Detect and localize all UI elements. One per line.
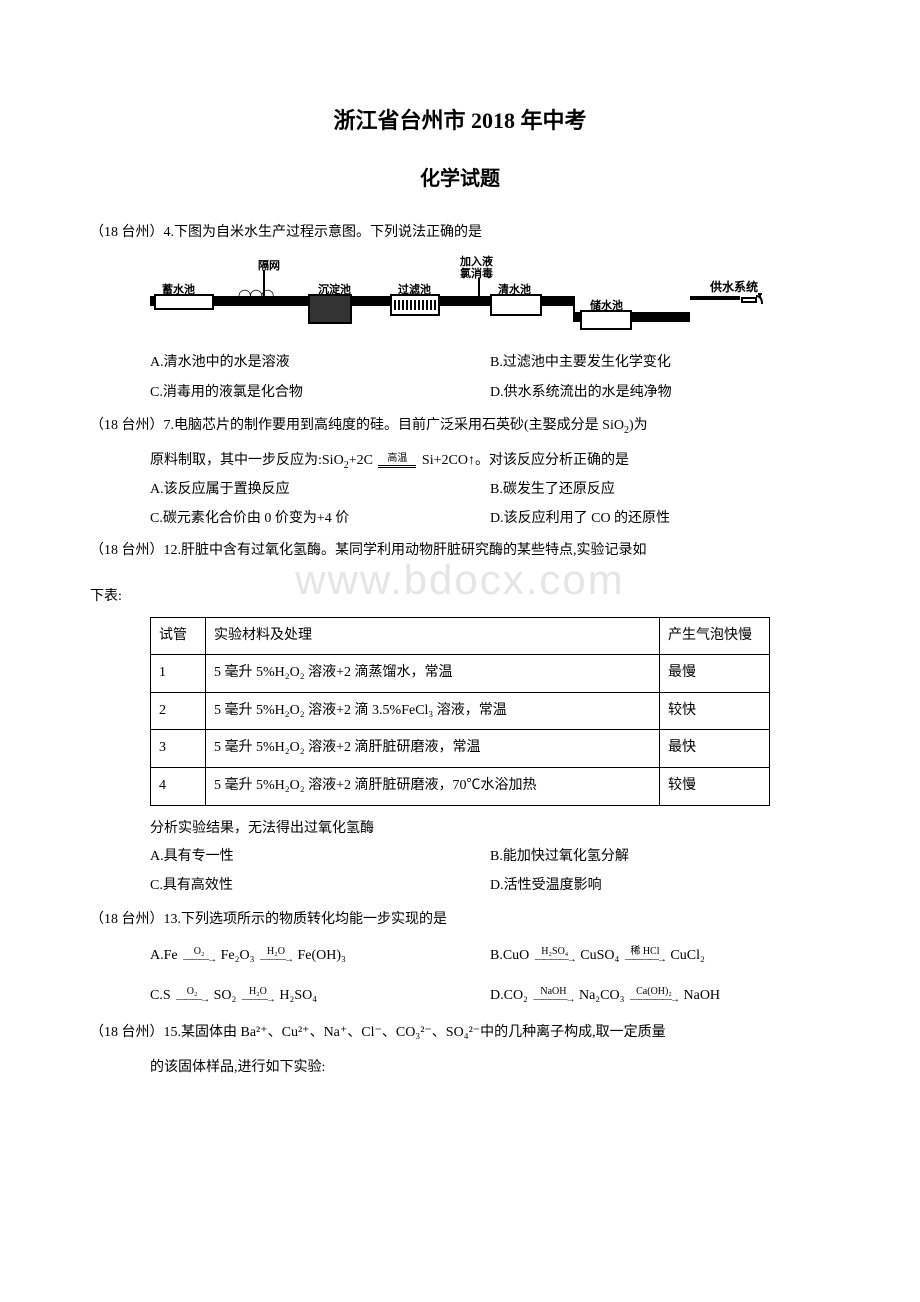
cell: 较慢 (660, 767, 770, 805)
q12-opt-c: C.具有高效性 (150, 871, 490, 900)
rxn-species: Fe(OH)₃ (298, 948, 346, 963)
cell: 最快 (660, 730, 770, 768)
rxn-species: B.CuO (490, 948, 529, 963)
th-bubble: 产生气泡快慢 (660, 617, 770, 655)
cell: 1 (151, 655, 206, 693)
rxn-arrow: H₂O———→ (242, 987, 274, 1005)
q7-s2b: +2C (349, 453, 373, 468)
q12-options: A.具有专一性 B.能加快过氧化氢分解 C.具有高效性 D.活性受温度影响 (90, 842, 830, 901)
rxn-species: Na₂CO₃ (579, 988, 625, 1003)
th-material: 实验材料及处理 (206, 617, 660, 655)
rxn-arrow: O₂———→ (183, 947, 215, 965)
cell: 4 (151, 767, 206, 805)
q12-opt-b: B.能加快过氧化氢分解 (490, 842, 830, 871)
rxn-species: A.Fe (150, 948, 178, 963)
q4-options: A.清水池中的水是溶液 B.过滤池中主要发生化学变化 C.消毒用的液氯是化合物 … (90, 348, 830, 407)
q7-stem-line1: （18 台州）7.电脑芯片的制作要用到高纯度的硅。目前广泛采用石英砂(主娶成分是… (90, 413, 830, 440)
reaction-condition: 高温 (378, 454, 416, 468)
title-main: 浙江省台州市 2018 年中考 (90, 100, 830, 142)
rxn-species: CuCl₂ (670, 948, 704, 963)
q7-s2c: Si+2CO↑。对该反应分析正确的是 (422, 453, 629, 468)
cell: 较快 (660, 692, 770, 730)
rxn-arrow: H₂O———→ (260, 947, 292, 965)
q7-opt-a: A.该反应属于置换反应 (150, 475, 490, 504)
title-sub: 化学试题 (90, 160, 830, 198)
lbl-grid: 隔网 (258, 256, 280, 277)
cell: 5 毫升 5%H₂O₂ 溶液+2 滴肝脏研磨液，70℃水浴加热 (206, 767, 660, 805)
table-row: 2 5 毫升 5%H₂O₂ 溶液+2 滴 3.5%FeCl₃ 溶液，常温 较快 (151, 692, 770, 730)
rxn-species: D.CO₂ (490, 988, 528, 1003)
faucet-icon (740, 292, 766, 310)
cell: 5 毫升 5%H₂O₂ 溶液+2 滴 3.5%FeCl₃ 溶液，常温 (206, 692, 660, 730)
q4-opt-a: A.清水池中的水是溶液 (150, 348, 490, 377)
rxn-species: Fe₂O₃ (221, 948, 255, 963)
q7-opt-d: D.该反应利用了 CO 的还原性 (490, 504, 830, 533)
cell: 最慢 (660, 655, 770, 693)
rxn-species: H₂SO₄ (279, 988, 317, 1003)
q13-opt-d: D.CO₂ NaOH————→ Na₂CO₃ Ca(OH)₂—————→ NaO… (490, 981, 830, 1010)
rxn-arrow: NaOH————→ (533, 987, 573, 1005)
rxn-top-text: 高温 (387, 454, 407, 464)
q4-opt-c: C.消毒用的液氯是化合物 (150, 378, 490, 407)
rxn-arrow: O₂———→ (176, 987, 208, 1005)
rxn-species: C.S (150, 988, 171, 1003)
q13-options: A.Fe O₂———→ Fe₂O₃ H₂O———→ Fe(OH)₃ B.CuO … (90, 941, 830, 1010)
q7-stem-line2: 原料制取，其中一步反应为:SiO2+2C 高温 Si+2CO↑。对该反应分析正确… (150, 448, 830, 475)
q7-stem1-tail: )为 (629, 418, 648, 433)
q7-opt-b: B.碳发生了还原反应 (490, 475, 830, 504)
q4-opt-d: D.供水系统流出的水是纯净物 (490, 378, 830, 407)
q12-stem2: 下表: (90, 584, 830, 611)
q12-post: 分析实验结果，无法得出过氧化氢酶 (90, 816, 830, 843)
cell: 5 毫升 5%H₂O₂ 溶液+2 滴肝脏研磨液，常温 (206, 730, 660, 768)
q13-opt-a: A.Fe O₂———→ Fe₂O₃ H₂O———→ Fe(OH)₃ (150, 941, 490, 970)
q12-opt-d: D.活性受温度影响 (490, 871, 830, 900)
q13-opt-b: B.CuO H₂SO₄————→ CuSO₄ 稀 HCl————→ CuCl₂ (490, 941, 830, 970)
table-row: 4 5 毫升 5%H₂O₂ 溶液+2 滴肝脏研磨液，70℃水浴加热 较慢 (151, 767, 770, 805)
q7-opt-c: C.碳元素化合价由 0 价变为+4 价 (150, 504, 490, 533)
th-tube: 试管 (151, 617, 206, 655)
q13-opt-c: C.S O₂———→ SO₂ H₂O———→ H₂SO₄ (150, 981, 490, 1010)
cell: 2 (151, 692, 206, 730)
grid-icon: ◯◯◯ (238, 284, 272, 307)
q7-s2a: 原料制取，其中一步反应为:SiO (150, 453, 344, 468)
rxn-arrow: H₂SO₄————→ (535, 947, 575, 965)
q12-tbody: 1 5 毫升 5%H₂O₂ 溶液+2 滴蒸馏水，常温 最慢 2 5 毫升 5%H… (151, 655, 770, 805)
rxn-species: SO₂ (214, 988, 237, 1003)
q12-stem1: （18 台州）12.肝脏中含有过氧化氢酶。某同学利用动物肝脏研究酶的某些特点,实… (90, 538, 830, 565)
q7-stem1-text: （18 台州）7.电脑芯片的制作要用到高纯度的硅。目前广泛采用石英砂(主娶成分是… (90, 418, 624, 433)
rxn-species: CuSO₄ (580, 948, 619, 963)
q12-opt-a: A.具有专一性 (150, 842, 490, 871)
rxn-arrow: Ca(OH)₂—————→ (630, 987, 678, 1005)
cell: 5 毫升 5%H₂O₂ 溶液+2 滴蒸馏水，常温 (206, 655, 660, 693)
rxn-species: NaOH (684, 988, 721, 1003)
q15-stem1: （18 台州）15.某固体由 Ba²⁺、Cu²⁺、Na⁺、Cl⁻、CO₃²⁻、S… (90, 1020, 830, 1047)
q4-stem: （18 台州）4.下图为自米水生产过程示意图。下列说法正确的是 (90, 220, 830, 247)
rxn-arrow: 稀 HCl————→ (625, 947, 665, 965)
q4-opt-b: B.过滤池中主要发生化学变化 (490, 348, 830, 377)
q12-table: 试管 实验材料及处理 产生气泡快慢 1 5 毫升 5%H₂O₂ 溶液+2 滴蒸馏… (150, 617, 770, 806)
cell: 3 (151, 730, 206, 768)
q13-stem: （18 台州）13.下列选项所示的物质转化均能一步实现的是 (90, 907, 830, 934)
lbl-chlorine2: 氯消毒 (460, 264, 493, 285)
q15-stem2: 的该固体样品,进行如下实验: (90, 1055, 830, 1082)
table-row: 1 5 毫升 5%H₂O₂ 溶液+2 滴蒸馏水，常温 最慢 (151, 655, 770, 693)
table-row: 3 5 毫升 5%H₂O₂ 溶液+2 滴肝脏研磨液，常温 最快 (151, 730, 770, 768)
q4-diagram: 隔网 加入液 氯消毒 蓄水池 沉淀池 过滤池 清水池 储水池 供水系统 ◯◯◯ (150, 256, 830, 338)
